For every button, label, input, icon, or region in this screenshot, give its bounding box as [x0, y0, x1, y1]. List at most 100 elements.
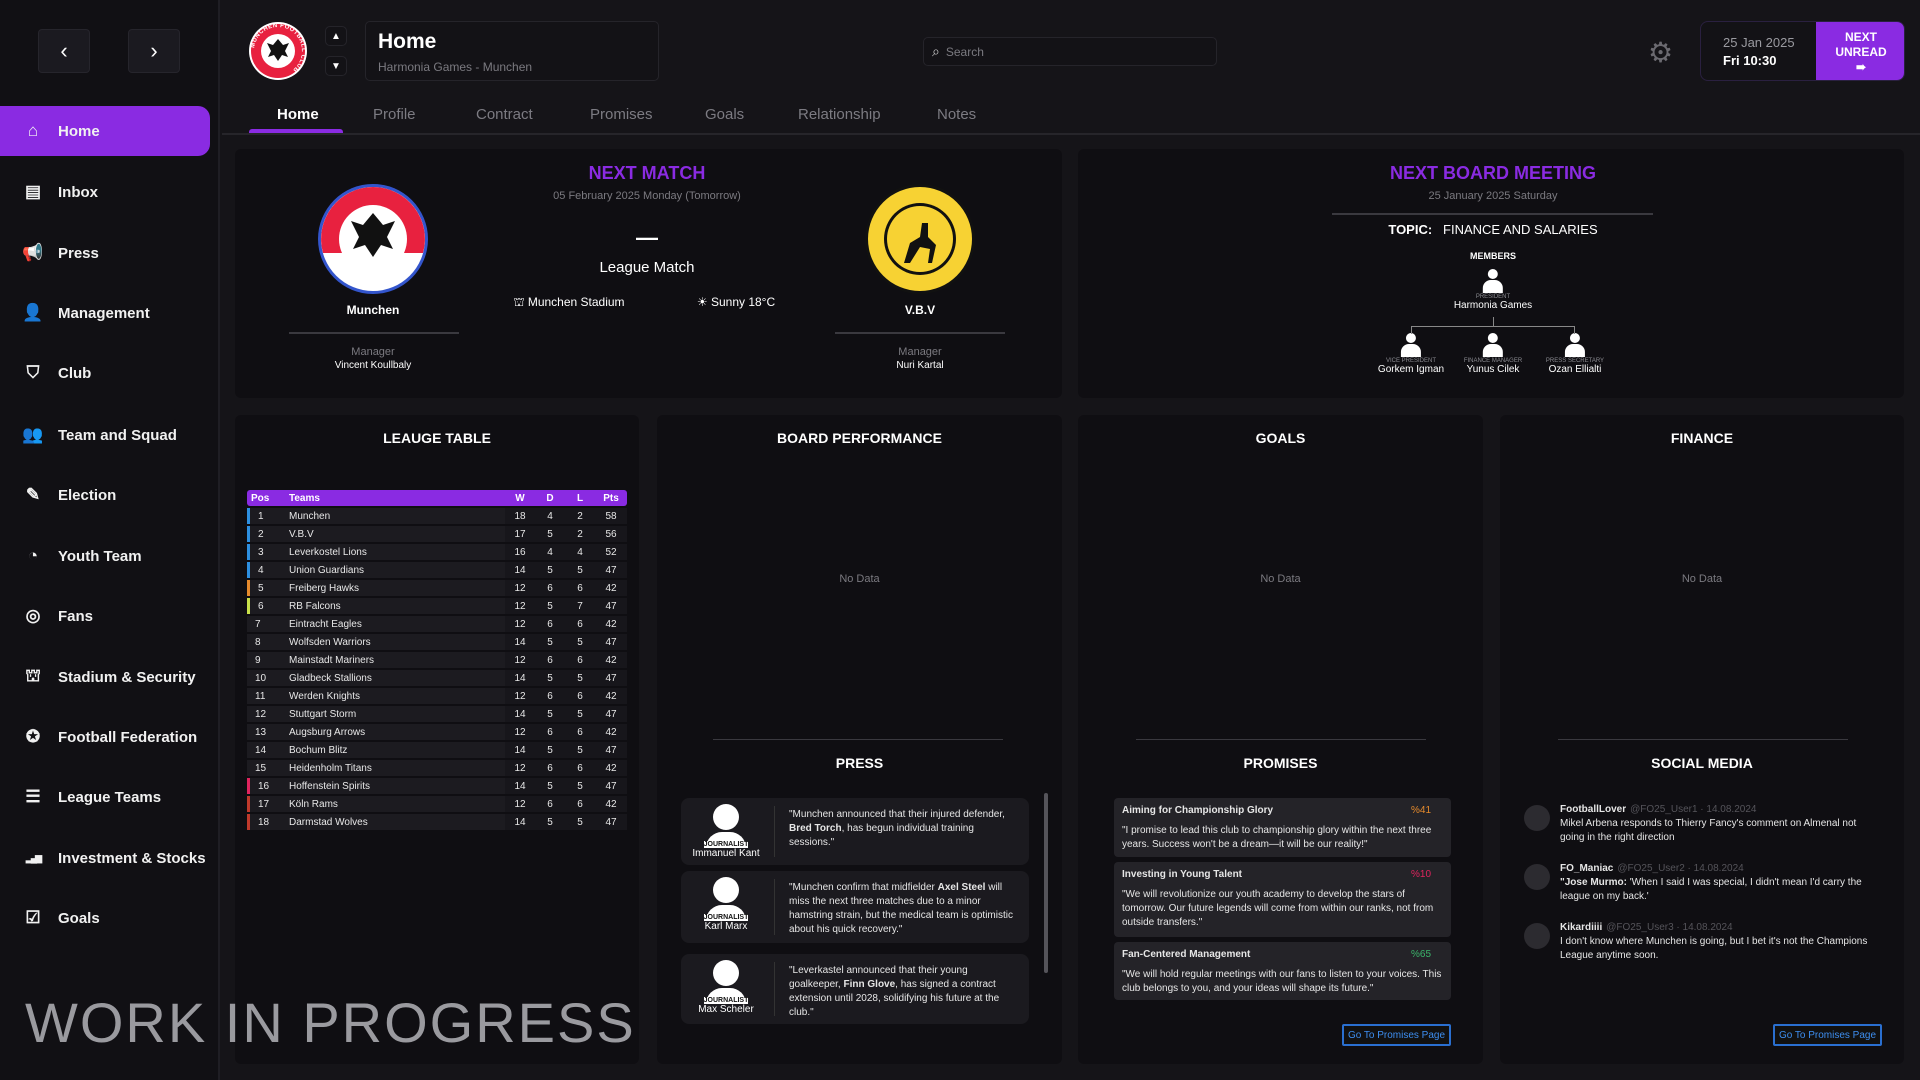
- sidebar-item-club[interactable]: ⛉ Club: [0, 348, 210, 398]
- sidebar-item-team-and-squad[interactable]: 👥 Team and Squad: [0, 410, 210, 460]
- player-name: Axel Steel: [937, 882, 986, 893]
- tab-profile[interactable]: Profile: [373, 106, 416, 123]
- member-name: Harmonia Games: [1453, 300, 1533, 311]
- position: 14: [247, 742, 285, 758]
- board-member: VICE PRESIDENT Gorkem Igman: [1378, 333, 1444, 375]
- sidebar-item-stadium-security[interactable]: ⛫ Stadium & Security: [0, 652, 210, 702]
- quote-author: "Jose Murmo:: [1560, 877, 1627, 888]
- username: FO_Maniac: [1560, 863, 1614, 874]
- table-row[interactable]: 4 Union Guardians 14 5 5 47: [247, 562, 627, 578]
- table-row[interactable]: 7 Eintracht Eagles 12 6 6 42: [247, 616, 627, 632]
- sidebar-item-election[interactable]: ✎ Election: [0, 470, 210, 520]
- go-to-promises-button[interactable]: Go To Promises Page: [1342, 1024, 1451, 1046]
- home-team-name: Munchen: [346, 303, 400, 317]
- tab-relationship[interactable]: Relationship: [798, 106, 881, 123]
- sidebar-item-goals[interactable]: ☑ Goals: [0, 893, 210, 943]
- table-row[interactable]: 15 Heidenholm Titans 12 6 6 42: [247, 760, 627, 776]
- goals-icon: ☑: [25, 908, 41, 927]
- next-unread-button[interactable]: NEXT UNREAD ➠: [1816, 22, 1904, 80]
- member-role: PRESIDENT: [1475, 294, 1511, 300]
- wins: 18: [505, 508, 535, 524]
- away-team-name: V.B.V: [904, 303, 936, 317]
- journalist-label: JOURNALIST: [703, 997, 749, 1004]
- draws: 6: [535, 796, 565, 812]
- previous-club-button[interactable]: ▲: [325, 26, 347, 46]
- wins: 14: [505, 562, 535, 578]
- tab-home[interactable]: Home: [277, 106, 319, 123]
- sidebar-item-football-federation[interactable]: ✪ Football Federation: [0, 712, 210, 762]
- social-post[interactable]: Kikardiiii @FO25_User3 · 14.08.2024 I don'…: [1524, 921, 1880, 963]
- weather-text: Sunny 18°C: [710, 295, 776, 309]
- divider: [289, 332, 459, 334]
- sidebar-item-press[interactable]: 📢 Press: [0, 228, 210, 278]
- promise-item[interactable]: Fan-Centered Management %65 "We will hold …: [1114, 942, 1451, 1000]
- promise-item[interactable]: Aiming for Championship Glory %41 "I promi…: [1114, 798, 1451, 857]
- table-row[interactable]: 10 Gladbeck Stallions 14 5 5 47: [247, 670, 627, 686]
- table-row[interactable]: 18 Darmstad Wolves 14 5 5 47: [247, 814, 627, 830]
- person-icon: [1400, 333, 1422, 357]
- sun-icon: ☀: [696, 295, 711, 309]
- sidebar-item-league-teams[interactable]: ☰ League Teams: [0, 772, 210, 822]
- promise-text: "I promise to lead this club to champion…: [1122, 825, 1432, 850]
- table-row[interactable]: 8 Wolfsden Warriors 14 5 5 47: [247, 634, 627, 650]
- promise-progress: %65: [1410, 949, 1431, 960]
- points: 47: [595, 742, 627, 758]
- social-post[interactable]: FO_Maniac @FO25_User2 · 14.08.2024 "Jose M…: [1524, 862, 1880, 904]
- tab-contract[interactable]: Contract: [476, 106, 533, 123]
- sidebar-item-label: Youth Team: [58, 547, 142, 565]
- losses: 6: [565, 724, 595, 740]
- team-name: Munchen: [285, 508, 505, 524]
- sidebar-item-inbox[interactable]: ▤ Inbox: [0, 167, 210, 217]
- tab-notes[interactable]: Notes: [937, 106, 977, 123]
- current-time: Fri 10:30: [1723, 53, 1777, 68]
- table-row[interactable]: 16 Hoffenstein Spirits 14 5 5 47: [247, 778, 627, 794]
- table-row[interactable]: 5 Freiberg Hawks 12 6 6 42: [247, 580, 627, 596]
- points: 47: [595, 598, 627, 614]
- press-item[interactable]: JOURNALIST Karl Marx "Munchen confirm that…: [681, 871, 1029, 943]
- table-row[interactable]: 17 Köln Rams 12 6 6 42: [247, 796, 627, 812]
- promise-item[interactable]: Investing in Young Talent %10 "We will rev…: [1114, 862, 1451, 937]
- table-row[interactable]: 14 Bochum Blitz 14 5 5 47: [247, 742, 627, 758]
- table-row[interactable]: 12 Stuttgart Storm 14 5 5 47: [247, 706, 627, 722]
- goals-panel: GOALS No Data PROMISES Aiming for Champi…: [1078, 415, 1483, 1064]
- position: 12: [247, 706, 285, 722]
- sidebar-item-label: Fans: [58, 607, 94, 625]
- search-placeholder: Search: [945, 44, 984, 59]
- social-post[interactable]: FootballLover @FO25_User1 · 14.08.2024 Mik…: [1524, 803, 1880, 845]
- sidebar-item-fans[interactable]: ◎ Fans: [0, 591, 210, 641]
- sidebar-item-label: Press: [58, 244, 99, 262]
- table-row[interactable]: 11 Werden Knights 12 6 6 42: [247, 688, 627, 704]
- next-club-button[interactable]: ▼: [325, 56, 347, 76]
- table-row[interactable]: 9 Mainstadt Mariners 12 6 6 42: [247, 652, 627, 668]
- forward-button[interactable]: ›: [128, 29, 180, 73]
- search-input[interactable]: ⌕ Search: [923, 37, 1217, 66]
- table-row[interactable]: 3 Leverkostel Lions 16 4 4 52: [247, 544, 627, 560]
- back-button[interactable]: ‹: [38, 29, 90, 73]
- position: 8: [247, 634, 285, 650]
- team-name: Heidenholm Titans: [285, 760, 505, 776]
- team-name: Augsburg Arrows: [285, 724, 505, 740]
- sidebar-item-management[interactable]: 👤 Management: [0, 288, 210, 338]
- press-item[interactable]: JOURNALIST Max Scheler "Leverkastel announ…: [681, 954, 1029, 1024]
- gear-icon[interactable]: ⚙: [1648, 37, 1674, 68]
- draws: 5: [535, 634, 565, 650]
- username: FootballLover: [1560, 804, 1627, 815]
- wins: 12: [505, 580, 535, 596]
- tab-promises[interactable]: Promises: [590, 106, 653, 123]
- sidebar-item-home[interactable]: ⌂ Home: [0, 106, 210, 156]
- table-row[interactable]: 13 Augsburg Arrows 12 6 6 42: [247, 724, 627, 740]
- table-row[interactable]: 2 V.B.V 17 5 2 56: [247, 526, 627, 542]
- table-row[interactable]: 6 RB Falcons 12 5 7 47: [247, 598, 627, 614]
- draws: 5: [535, 706, 565, 722]
- table-row[interactable]: 1 Munchen 18 4 2 58: [247, 508, 627, 524]
- social-go-to-promises-button[interactable]: Go To Promises Page: [1773, 1024, 1882, 1046]
- press-item[interactable]: JOURNALIST Immanuel Kant "Munchen announce…: [681, 798, 1029, 865]
- watermark: WORK IN PROGRESS: [25, 991, 636, 1054]
- press-scrollbar[interactable]: [1044, 793, 1048, 973]
- sidebar-item-investment-stocks[interactable]: ▂▄▆ Investment & Stocks: [0, 833, 210, 883]
- position: 7: [247, 616, 285, 632]
- tab-goals[interactable]: Goals: [705, 106, 745, 123]
- page-subtitle: Harmonia Games - Munchen: [378, 60, 533, 74]
- sidebar-item-youth-team[interactable]: ◔ Youth Team: [0, 531, 210, 581]
- next-match-panel: NEXT MATCH 05 February 2025 Monday (Tomo…: [235, 149, 1062, 398]
